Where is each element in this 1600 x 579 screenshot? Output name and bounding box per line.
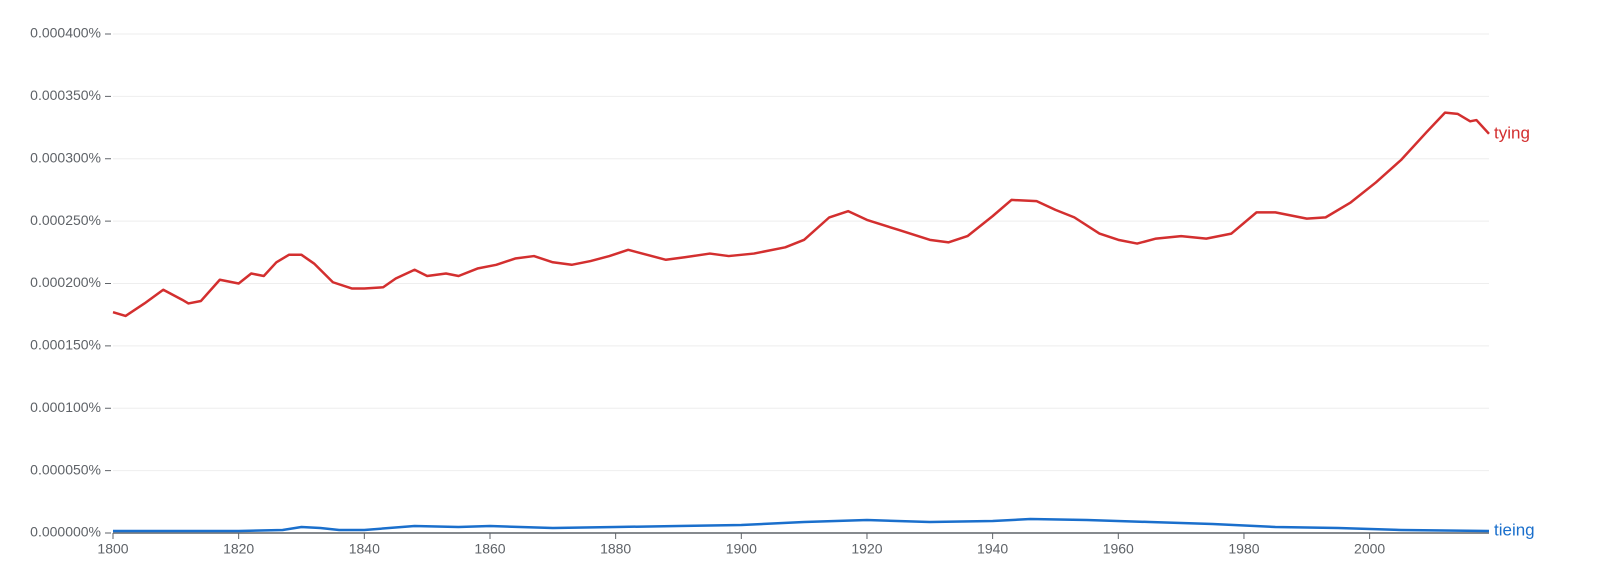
- y-tick-label: 0.000250%: [30, 212, 101, 228]
- y-tick-label: 0.000150%: [30, 337, 101, 353]
- y-tick-label: 0.000300%: [30, 149, 101, 165]
- x-tick-label: 1900: [726, 541, 757, 557]
- series-label: tieing: [1494, 520, 1535, 539]
- x-tick-label: 1980: [1228, 541, 1259, 557]
- x-tick-label: 1960: [1103, 541, 1134, 557]
- y-tick-label: 0.000100%: [30, 399, 101, 415]
- x-tick-label: 1920: [851, 541, 882, 557]
- y-tick-label: 0.000400%: [30, 25, 101, 41]
- x-tick-label: 2000: [1354, 541, 1385, 557]
- x-tick-label: 1880: [600, 541, 631, 557]
- y-tick-label: 0.000050%: [30, 461, 101, 477]
- y-tick-label: 0.000200%: [30, 274, 101, 290]
- series-line: [113, 517, 1490, 533]
- y-tick-label: 0.000350%: [30, 87, 101, 103]
- x-tick-label: 1860: [474, 541, 505, 557]
- x-tick-label: 1820: [223, 541, 254, 557]
- y-tick-label: 0.000000%: [30, 524, 101, 540]
- series-line: [112, 111, 1490, 318]
- series-label: tying: [1494, 123, 1530, 142]
- x-tick-label: 1800: [97, 541, 128, 557]
- x-tick-label: 1940: [977, 541, 1008, 557]
- x-tick-label: 1840: [349, 541, 380, 557]
